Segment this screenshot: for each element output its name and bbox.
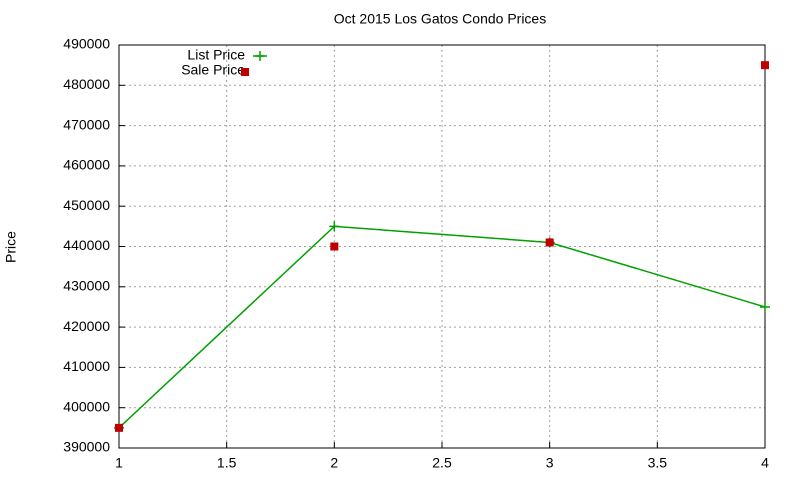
- plot-border: [118, 44, 766, 449]
- legend-label: List Price: [187, 47, 245, 63]
- data-point: [330, 242, 339, 251]
- legend-label: Sale Price: [181, 62, 245, 78]
- legend-marker: [255, 51, 265, 61]
- legend-marker: [241, 68, 249, 76]
- y-tick-label: 450000: [63, 197, 110, 213]
- y-tick-label: 410000: [63, 358, 110, 374]
- y-tick-label: 430000: [63, 278, 110, 294]
- data-point: [545, 238, 554, 247]
- x-tick-label: 1.5: [217, 455, 237, 471]
- y-tick-label: 460000: [63, 157, 110, 173]
- y-tick-label: 390000: [63, 439, 110, 455]
- y-tick-label: 440000: [63, 237, 110, 253]
- x-tick-label: 4: [761, 455, 769, 471]
- data-point: [760, 301, 770, 312]
- chart-title: Oct 2015 Los Gatos Condo Prices: [334, 11, 546, 27]
- y-tick-label: 490000: [63, 36, 110, 52]
- data-point: [761, 61, 769, 70]
- x-tick-label: 2: [330, 455, 338, 471]
- x-tick-label: 2.5: [432, 455, 452, 471]
- data-point: [115, 423, 123, 432]
- data-point: [329, 221, 340, 232]
- x-tick-label: 3.5: [648, 455, 668, 471]
- y-tick-label: 470000: [63, 116, 110, 132]
- y-tick-label: 480000: [63, 76, 110, 92]
- x-tick-label: 1: [115, 455, 123, 471]
- y-axis-label: Price: [3, 231, 19, 263]
- series-line: [118, 225, 766, 429]
- x-tick-label: 3: [546, 455, 554, 471]
- y-tick-label: 420000: [63, 318, 110, 334]
- y-tick-label: 400000: [63, 398, 110, 414]
